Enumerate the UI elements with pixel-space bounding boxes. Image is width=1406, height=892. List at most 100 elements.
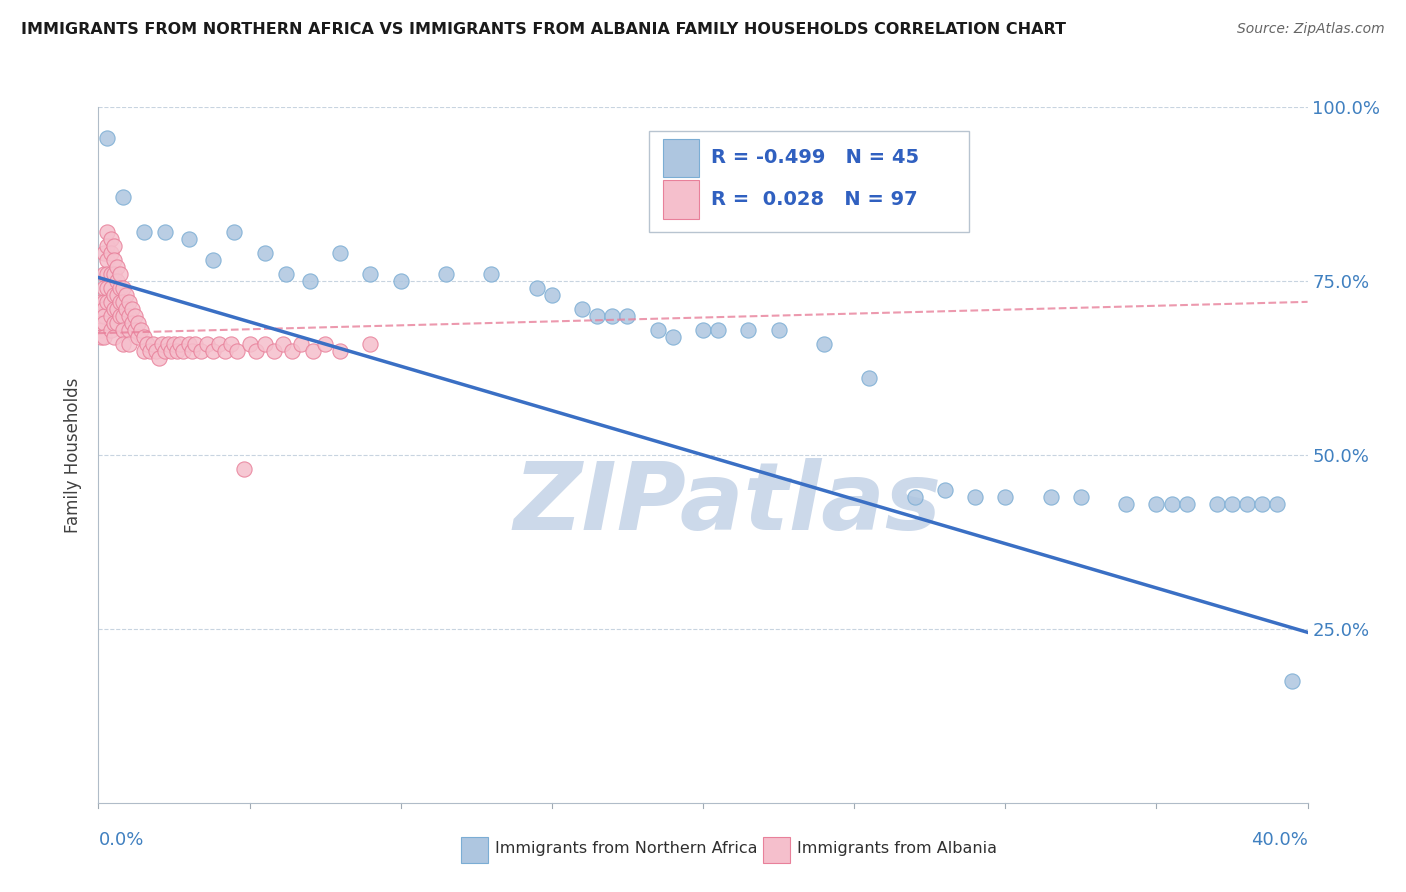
Point [108, 309, 131, 323]
Point [253, 246, 276, 260]
Point [526, 281, 548, 295]
Point [100, 267, 122, 281]
Point [692, 323, 714, 337]
Point [105, 288, 128, 302]
FancyBboxPatch shape [664, 138, 699, 177]
Point [290, 336, 312, 351]
Point [768, 323, 790, 337]
Point [1115, 497, 1137, 511]
Text: ZIPatlas: ZIPatlas [513, 458, 941, 549]
Point [111, 309, 134, 323]
Point [224, 225, 246, 239]
Point [90, 294, 112, 309]
Point [181, 343, 204, 358]
Point [148, 351, 170, 365]
Point [108, 294, 131, 309]
Point [111, 336, 134, 351]
Point [1206, 497, 1229, 511]
Point [103, 329, 125, 343]
Y-axis label: Family Households: Family Households [65, 377, 83, 533]
Point [1251, 497, 1274, 511]
Point [965, 490, 987, 504]
Point [93, 329, 115, 343]
Point [934, 483, 956, 497]
Point [105, 274, 128, 288]
Text: Immigrants from Northern Africa: Immigrants from Northern Africa [495, 840, 758, 855]
Point [111, 323, 134, 337]
FancyBboxPatch shape [664, 180, 699, 219]
Point [163, 336, 186, 351]
Point [114, 301, 136, 316]
Point [93, 309, 115, 323]
Point [156, 336, 179, 351]
Point [96, 281, 118, 295]
Point [105, 301, 128, 316]
Point [124, 309, 146, 323]
Text: R =  0.028   N = 97: R = 0.028 N = 97 [711, 190, 918, 209]
Point [96, 267, 118, 281]
Point [90, 309, 112, 323]
Point [100, 232, 122, 246]
Point [103, 301, 125, 316]
Point [118, 309, 141, 323]
Point [100, 281, 122, 295]
Point [118, 294, 141, 309]
Point [202, 253, 225, 268]
Point [586, 309, 609, 323]
Point [281, 343, 304, 358]
Point [90, 329, 112, 343]
Point [245, 343, 267, 358]
Point [100, 294, 122, 309]
Point [132, 225, 155, 239]
Point [813, 336, 835, 351]
Point [662, 329, 685, 343]
Text: Source: ZipAtlas.com: Source: ZipAtlas.com [1237, 22, 1385, 37]
Point [994, 490, 1017, 504]
Point [93, 267, 115, 281]
Point [737, 323, 759, 337]
Point [96, 294, 118, 309]
Point [434, 267, 457, 281]
Point [90, 316, 112, 330]
Point [111, 294, 134, 309]
Point [226, 343, 249, 358]
Point [172, 343, 194, 358]
Point [103, 239, 125, 253]
Point [1144, 497, 1167, 511]
Point [142, 336, 165, 351]
Point [103, 316, 125, 330]
Point [100, 309, 122, 323]
Point [232, 462, 254, 476]
Point [239, 336, 262, 351]
Point [96, 253, 118, 268]
Point [647, 323, 669, 337]
Point [540, 288, 562, 302]
Point [93, 294, 115, 309]
Point [263, 343, 285, 358]
Point [105, 316, 128, 330]
Point [314, 336, 336, 351]
Point [150, 336, 173, 351]
FancyBboxPatch shape [763, 837, 790, 863]
Point [360, 336, 382, 351]
Point [602, 309, 624, 323]
Point [93, 301, 115, 316]
Point [96, 131, 118, 145]
Point [179, 232, 201, 246]
Point [153, 343, 176, 358]
Point [707, 323, 730, 337]
Point [329, 343, 352, 358]
Point [1281, 674, 1303, 689]
Point [114, 288, 136, 302]
Point [121, 316, 143, 330]
Point [93, 316, 115, 330]
Text: IMMIGRANTS FROM NORTHERN AFRICA VS IMMIGRANTS FROM ALBANIA FAMILY HOUSEHOLDS COR: IMMIGRANTS FROM NORTHERN AFRICA VS IMMIG… [21, 22, 1066, 37]
Text: 0.0%: 0.0% [98, 830, 143, 848]
Text: 40.0%: 40.0% [1251, 830, 1308, 848]
Point [103, 288, 125, 302]
Point [616, 309, 638, 323]
Point [105, 260, 128, 274]
Point [1267, 497, 1289, 511]
Point [129, 323, 152, 337]
Point [481, 267, 503, 281]
